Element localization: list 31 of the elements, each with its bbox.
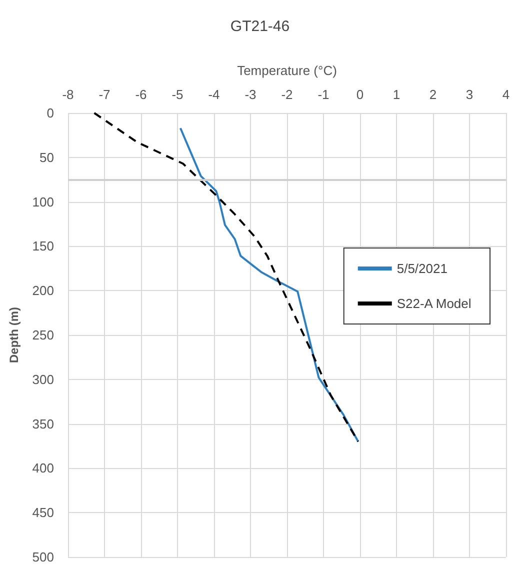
x-tick-label: -8 bbox=[62, 87, 74, 102]
x-tick-label: 3 bbox=[466, 87, 474, 102]
y-tick-label: 250 bbox=[32, 328, 54, 342]
y-tick-label: 350 bbox=[32, 416, 54, 432]
y-tick-label: 200 bbox=[32, 283, 54, 298]
line-series bbox=[179, 127, 360, 443]
y-tick-label: 0 bbox=[46, 106, 54, 120]
x-tick-label: 4 bbox=[502, 87, 510, 102]
x-tick-label: 0 bbox=[356, 87, 364, 102]
x-tick-label: -1 bbox=[318, 87, 330, 102]
y-tick-label: 300 bbox=[32, 372, 54, 387]
x-tick-label: -4 bbox=[208, 87, 220, 102]
line-series bbox=[93, 112, 360, 443]
y-tick-label: 400 bbox=[32, 460, 54, 476]
x-axis-title: Temperature (°C) bbox=[237, 63, 337, 78]
y-tick-label: 50 bbox=[40, 150, 54, 165]
y-tick-label: 100 bbox=[32, 194, 54, 210]
legend-label: S22-A Model bbox=[396, 296, 472, 311]
x-tick-label: -5 bbox=[172, 87, 184, 102]
x-tick-label: 1 bbox=[392, 87, 400, 102]
y-tick-label: 500 bbox=[32, 550, 54, 564]
y-axis-title: Depth (m) bbox=[7, 307, 21, 363]
chart-title: GT21-46 bbox=[230, 18, 290, 35]
x-tick-label: -2 bbox=[281, 87, 293, 102]
x-tick-label: 2 bbox=[429, 87, 437, 102]
x-tick-label: -3 bbox=[244, 87, 256, 102]
x-tick-label: -6 bbox=[135, 87, 147, 102]
legend-label: 5/5/2021 bbox=[396, 261, 448, 276]
y-tick-label: 450 bbox=[32, 505, 54, 520]
x-tick-label: -7 bbox=[98, 87, 110, 102]
y-tick-label: 150 bbox=[32, 238, 54, 254]
